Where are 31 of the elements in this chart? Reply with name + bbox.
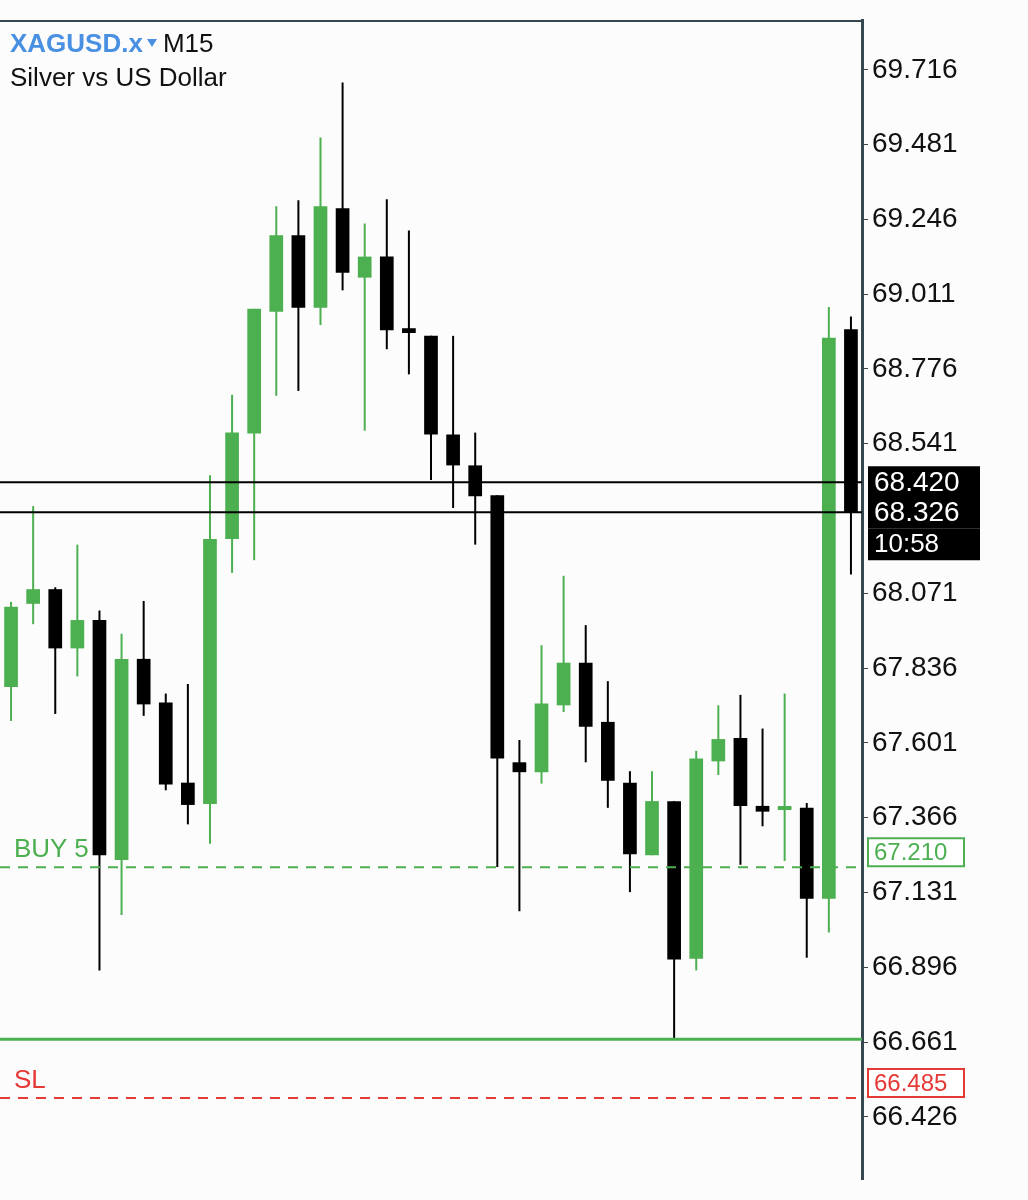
candlestick: [711, 704, 726, 777]
y-tick-label: 69.716: [872, 52, 958, 84]
candlestick: [26, 505, 41, 626]
annotation: BUY 5: [14, 833, 89, 864]
chart-title: XAGUSD.x M15: [10, 28, 214, 58]
ref-line-label: 68.326: [874, 495, 960, 527]
candlestick: [777, 692, 792, 862]
y-tick-label: 67.836: [872, 650, 958, 682]
y-tick-label: 69.246: [872, 202, 958, 234]
candlestick: [402, 229, 416, 376]
annotation: SL: [14, 1064, 46, 1095]
y-tick-label: 66.896: [872, 949, 958, 981]
y-tick-label: 68.071: [872, 576, 958, 608]
y-tick-label: 66.661: [872, 1024, 958, 1056]
text: 10:58: [874, 528, 940, 559]
y-tick-label: 67.366: [872, 800, 958, 832]
candlestick: [512, 739, 527, 913]
candlestick: [357, 222, 372, 432]
ref-line-label: 66.485: [874, 1068, 948, 1096]
candlestick: [181, 683, 195, 826]
y-tick-label: 69.011: [872, 276, 956, 308]
ref-line-label: 68.420: [874, 465, 960, 497]
y-tick-label: 66.426: [872, 1099, 958, 1131]
y-tick-label: 68.776: [872, 351, 958, 383]
y-tick-label: 67.131: [872, 875, 958, 907]
candlestick: [755, 727, 770, 828]
y-tick-label: 67.601: [872, 725, 958, 757]
y-tick-label: 68.541: [872, 426, 958, 458]
text: Silver vs US Dollar: [10, 61, 227, 94]
ref-line-label: 67.210: [874, 837, 948, 865]
y-tick-label: 69.481: [872, 127, 958, 159]
